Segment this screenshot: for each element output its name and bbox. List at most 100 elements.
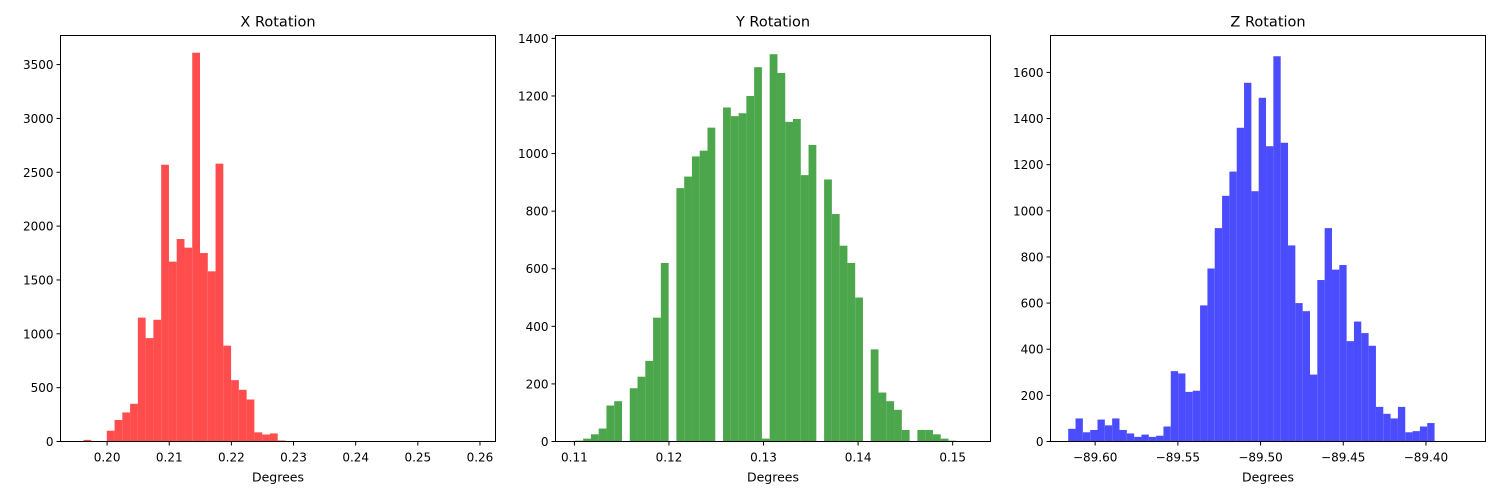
y-tick-label: 1600 bbox=[1013, 66, 1044, 80]
histogram-bar bbox=[847, 262, 856, 442]
y-tick-label: 400 bbox=[1021, 343, 1044, 357]
histogram-bar bbox=[590, 434, 599, 442]
y-tick-label: 3000 bbox=[23, 112, 54, 126]
histogram-bar bbox=[1119, 429, 1127, 442]
histogram-bar bbox=[200, 253, 208, 442]
y-tick-label: 800 bbox=[526, 205, 549, 219]
histogram-bar bbox=[684, 176, 692, 442]
histogram-bar bbox=[769, 54, 778, 442]
histogram-bar bbox=[723, 107, 731, 442]
y-tick-label: 1200 bbox=[518, 89, 549, 103]
histogram-bar bbox=[114, 419, 123, 442]
histogram-bar bbox=[940, 438, 949, 442]
histogram-bar bbox=[1156, 435, 1164, 442]
y-tick-label: 500 bbox=[31, 381, 54, 395]
histogram-bar bbox=[161, 164, 169, 442]
histogram-bar bbox=[1324, 228, 1332, 442]
histogram-bar bbox=[1214, 228, 1223, 442]
y-tick-label: 0 bbox=[541, 435, 549, 449]
histogram-bar bbox=[925, 429, 933, 442]
histogram-bar bbox=[839, 245, 848, 442]
histogram-bar bbox=[606, 405, 615, 442]
histogram-bar bbox=[1200, 305, 1208, 442]
y-tick-label: 200 bbox=[526, 377, 549, 391]
y-tick-label: 1400 bbox=[518, 32, 549, 46]
histogram-bar bbox=[894, 409, 902, 442]
histogram-bar bbox=[707, 127, 716, 442]
histogram-bar bbox=[1353, 321, 1362, 442]
histogram-bar bbox=[583, 438, 591, 442]
y-tick-label: 0 bbox=[1036, 435, 1044, 449]
histogram-bar bbox=[215, 163, 224, 442]
histogram-bar bbox=[184, 247, 193, 442]
histogram-bar bbox=[1419, 426, 1428, 442]
histogram-bar bbox=[1375, 406, 1384, 442]
histogram-bar bbox=[1266, 146, 1274, 442]
histogram-bar bbox=[145, 338, 154, 442]
y-tick-label: 400 bbox=[526, 320, 549, 334]
x-axis-label: Degrees bbox=[1242, 470, 1294, 485]
histogram-bar bbox=[855, 297, 863, 442]
histogram-bar bbox=[808, 144, 817, 442]
y-tick-label: 2500 bbox=[23, 166, 54, 180]
histogram-bar bbox=[699, 150, 708, 442]
histogram-bar bbox=[730, 116, 739, 442]
histogram-bar bbox=[1192, 390, 1201, 442]
histogram-bar bbox=[785, 121, 794, 442]
histogram-bar bbox=[1405, 432, 1413, 442]
histogram-bar bbox=[901, 429, 910, 442]
histogram-bar bbox=[277, 440, 286, 442]
histogram-bar bbox=[168, 261, 177, 442]
histogram-bar bbox=[1178, 373, 1186, 442]
histogram-panel-2: 0.11 0.12 0.13 0.14 0.15 0 200 400 600 800 1000 120… bbox=[518, 15, 991, 485]
x-tick-label: 0.25 bbox=[404, 451, 431, 465]
y-tick-label: 3500 bbox=[23, 58, 54, 72]
histogram-bar bbox=[1134, 436, 1142, 442]
chart-title: X Rotation bbox=[240, 15, 315, 31]
histogram-bar bbox=[83, 439, 92, 442]
y-tick-label: 1400 bbox=[1013, 112, 1044, 126]
histogram-bar bbox=[761, 438, 770, 442]
histogram-bar bbox=[1251, 191, 1259, 442]
x-tick-label: 0.14 bbox=[845, 451, 872, 465]
x-tick-label: 0.15 bbox=[939, 451, 966, 465]
x-tick-label: −89.50 bbox=[1238, 451, 1282, 465]
histogram-bar bbox=[1339, 265, 1347, 442]
histogram-bar bbox=[1090, 429, 1098, 442]
histogram-bar bbox=[254, 432, 263, 442]
histogram-bar bbox=[653, 317, 661, 442]
histogram-bar bbox=[246, 399, 255, 442]
histogram-bar bbox=[1397, 406, 1406, 442]
histogram-bar bbox=[1309, 374, 1318, 442]
histogram-bar bbox=[870, 349, 879, 442]
histogram-bar bbox=[1185, 391, 1193, 442]
histogram-bar bbox=[777, 72, 786, 442]
histogram-bar bbox=[1346, 341, 1354, 442]
histogram-bar bbox=[1427, 423, 1435, 442]
x-tick-label: 0.20 bbox=[94, 451, 121, 465]
histogram-bar bbox=[637, 376, 646, 442]
x-tick-label: 0.23 bbox=[280, 451, 307, 465]
histogram-bar bbox=[1082, 432, 1091, 442]
y-tick-label: 200 bbox=[1021, 389, 1044, 403]
histogram-bar bbox=[1295, 303, 1303, 442]
x-tick-label: 0.13 bbox=[750, 451, 777, 465]
y-tick-label: 2000 bbox=[23, 220, 54, 234]
histogram-bar bbox=[1148, 436, 1157, 442]
y-tick-label: 1000 bbox=[1013, 204, 1044, 218]
x-tick-label: −89.40 bbox=[1404, 451, 1448, 465]
histogram-bar bbox=[691, 156, 700, 442]
y-tick-label: 1200 bbox=[1013, 158, 1044, 172]
x-tick-label: 0.26 bbox=[467, 451, 494, 465]
y-tick-label: 600 bbox=[1021, 297, 1044, 311]
y-tick-label: 0 bbox=[46, 435, 54, 449]
histogram-bar bbox=[1412, 431, 1420, 442]
histogram-bar bbox=[231, 380, 239, 442]
histogram-bar bbox=[598, 428, 607, 442]
histogram-bar bbox=[1104, 425, 1113, 442]
histogram-bar bbox=[223, 345, 232, 442]
axes-frame bbox=[60, 35, 496, 442]
x-tick-label: 0.22 bbox=[218, 451, 245, 465]
chart-title: Y Rotation bbox=[735, 15, 810, 31]
histogram-panel-1: 0.20 0.21 0.22 0.23 0.24 0.25 0.26 0 500 1000 1500… bbox=[23, 15, 496, 485]
